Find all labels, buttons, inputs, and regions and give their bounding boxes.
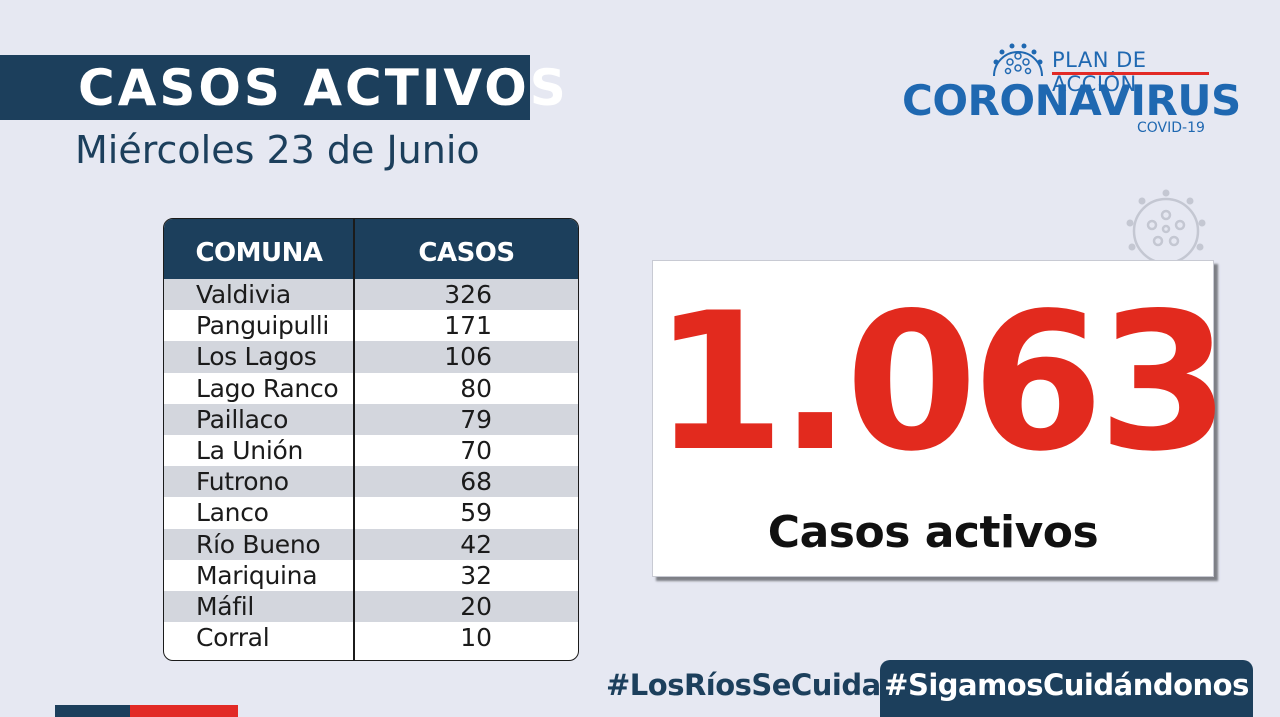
footer-stripe-blue [55, 705, 130, 717]
cell-casos: 10 [460, 623, 492, 653]
table-row: Corral 10 [164, 622, 578, 653]
cell-comuna: Mariquina [196, 560, 318, 590]
table-row: Lago Ranco 80 [164, 373, 578, 404]
cell-casos: 20 [460, 591, 492, 621]
hashtag-box: #SigamosCuidándonos [880, 660, 1253, 717]
cell-comuna: Panguipulli [196, 311, 330, 341]
cell-casos: 171 [444, 311, 492, 341]
header-comuna: COMUNA [195, 238, 323, 268]
cell-casos: 70 [460, 435, 492, 465]
cell-comuna: Corral [196, 623, 270, 653]
table-row: Mariquina 32 [164, 560, 578, 591]
footer-stripe-red [130, 705, 238, 717]
cell-comuna: Valdivia [196, 280, 291, 309]
cell-casos: 326 [444, 280, 492, 309]
cell-casos: 68 [460, 467, 492, 497]
table-row: La Unión 70 [164, 435, 578, 466]
logo-plan-text: PLAN DE ACCIÓN [1052, 48, 1147, 96]
page-title: CASOS ACTIVOS [78, 59, 569, 117]
cell-comuna: Los Lagos [196, 342, 317, 372]
total-cases-number: 1.063 [653, 272, 1230, 493]
header-casos-activos: CASOS ACTIVOS [404, 238, 529, 336]
cell-casos: 79 [460, 404, 492, 434]
cell-casos: 32 [460, 560, 492, 590]
cell-casos: 42 [460, 529, 492, 559]
coronavirus-logo: PLAN DE ACCIÓN CORONAVIRUS COVID-19 [900, 38, 1241, 138]
logo-main-text: CORONAVIRUS [902, 76, 1241, 125]
total-cases-card: 1.063 Casos activos [652, 260, 1230, 577]
virus-decoration-icon [1126, 189, 1206, 265]
cell-comuna: Río Bueno [196, 529, 321, 559]
column-divider [353, 219, 355, 660]
cell-comuna: Paillaco [196, 404, 289, 434]
cell-casos: 106 [444, 342, 492, 372]
table-row: Lanco 59 [164, 497, 578, 528]
table-header: COMUNA CASOS ACTIVOS [164, 219, 578, 336]
table-row: Paillaco 79 [164, 403, 578, 435]
virus-icon [993, 43, 1043, 77]
table-row: Los Lagos 106 [164, 341, 578, 373]
table-row: Máfil 20 [164, 590, 578, 623]
table-row: Futrono 68 [164, 466, 578, 498]
hashtag-los-rios: #LosRíosSeCuida [606, 668, 881, 702]
total-cases-label: Casos activos [767, 507, 1099, 558]
cell-comuna: Lanco [196, 498, 269, 528]
logo-divider [1052, 72, 1209, 75]
table-body: Valdivia 326 Panguipulli 171 Los Lagos 1… [164, 279, 578, 653]
hashtag-sigamos: #SigamosCuidándonos [884, 668, 1249, 702]
logo-covid-text: COVID-19 [1137, 120, 1205, 136]
table-row: Valdivia 326 [164, 279, 578, 311]
date-subtitle: Miércoles 23 de Junio [75, 128, 480, 172]
cell-casos: 80 [460, 373, 492, 403]
title-bar [0, 55, 530, 120]
cell-comuna: Futrono [196, 467, 289, 497]
cell-comuna: La Unión [196, 435, 304, 465]
table-row: Río Bueno 42 [164, 528, 578, 560]
cell-comuna: Máfil [196, 591, 255, 621]
table-row: Panguipulli 171 [164, 310, 578, 341]
cell-casos: 59 [460, 498, 492, 528]
cell-comuna: Lago Ranco [196, 373, 339, 403]
cases-table: COMUNA CASOS ACTIVOS Valdivia 326 Pangui… [163, 218, 579, 661]
